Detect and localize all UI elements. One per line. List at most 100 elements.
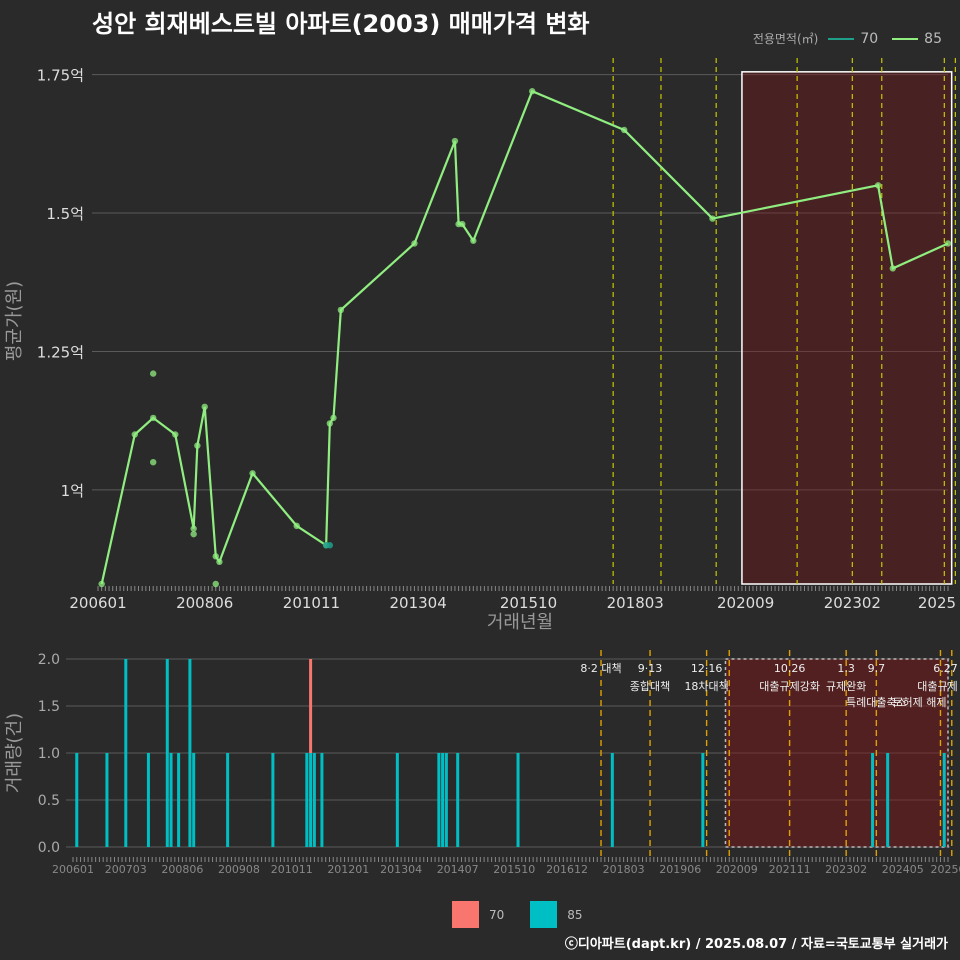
point-85 — [216, 558, 223, 566]
policy-name-label: 특례대출축소 — [846, 696, 907, 709]
bar-x-tick-label: 202405 — [882, 863, 924, 876]
bar-85 — [169, 753, 173, 847]
point-85 — [190, 525, 197, 532]
point-85 — [293, 522, 300, 530]
y-axis-title: 평균가(원) — [4, 281, 25, 361]
point-85 — [874, 182, 882, 189]
y-tick-label: 1억 — [61, 482, 84, 500]
bar-x-tick-label: 201803 — [603, 863, 645, 876]
x-tick-label: 2025 — [918, 594, 956, 612]
bar-x-tick-label: 202111 — [769, 863, 811, 876]
bar-legend: 70 85 — [452, 901, 609, 928]
bar-85 — [146, 753, 150, 847]
x-tick-label: 201510 — [500, 594, 557, 612]
bar-y-tick-label: 0.5 — [38, 793, 60, 809]
bar-x-tick-label: 201407 — [437, 863, 479, 876]
bar-85 — [701, 753, 705, 847]
point-85 — [149, 414, 157, 422]
series-85-line — [100, 89, 949, 585]
legend-swatch-70 — [828, 37, 855, 40]
bar-legend-label-70: 70 — [489, 907, 505, 922]
bar-85 — [165, 659, 169, 847]
bar-legend-box-85 — [530, 901, 558, 928]
point-85 — [212, 580, 219, 588]
point-85 — [326, 420, 334, 427]
bar-x-tick-label: 201612 — [546, 863, 588, 876]
bar-x-tick-label: 200908 — [218, 863, 260, 876]
line-legend: 전용면적(㎡) 70 85 — [753, 30, 950, 47]
policy-date-label: 12·16 — [691, 662, 723, 675]
bar-x-tick-label: 200806 — [161, 863, 203, 876]
point-70 — [326, 542, 334, 549]
point-85 — [172, 431, 179, 438]
point-85 — [944, 240, 952, 247]
x-axis-title: 거래년월 — [487, 612, 553, 633]
bar-85 — [871, 753, 875, 847]
bar-y-tick-label: 0.0 — [38, 840, 60, 856]
bar-x-tick-label: 201906 — [659, 863, 701, 876]
x-tick-label: 200601 — [69, 594, 126, 612]
bar-legend-label-85: 85 — [567, 907, 583, 922]
point-85 — [451, 137, 459, 145]
legend-label-70: 70 — [860, 30, 879, 47]
point-85 — [194, 442, 201, 449]
legend-label-85: 85 — [924, 30, 942, 47]
point-85 — [149, 458, 157, 466]
bar-legend-box-70 — [452, 901, 479, 928]
bar-x-tick-label: 201201 — [327, 863, 369, 876]
policy-date-label: 6.27 — [933, 662, 958, 675]
policy-date-label: 10.26 — [774, 662, 806, 675]
bar-85 — [305, 753, 309, 847]
point-85 — [528, 88, 536, 95]
point-85 — [201, 403, 208, 411]
point-85 — [709, 215, 716, 222]
bar-85 — [309, 753, 313, 847]
x-tick-label: 200806 — [176, 594, 233, 612]
policy-name-label: 종합대책 — [630, 680, 670, 693]
policy-date-label: 1.3 — [837, 662, 855, 675]
x-tick-label: 201803 — [607, 594, 664, 612]
bar-85 — [105, 753, 109, 847]
point-85 — [889, 265, 897, 272]
y-tick-label: 1.5억 — [46, 205, 84, 223]
bar-85 — [188, 659, 192, 847]
policy-name-label: 규제완화 — [826, 680, 866, 693]
point-85 — [337, 306, 345, 314]
bar-x-tick-label: 201304 — [380, 863, 422, 876]
bar-x-tick-label: 202009 — [716, 863, 758, 876]
bar-85 — [437, 753, 441, 847]
bar-85 — [886, 753, 890, 847]
bar-85 — [320, 753, 324, 847]
bar-85 — [942, 753, 946, 847]
point-85 — [190, 530, 197, 538]
point-85 — [470, 237, 477, 244]
x-tick-label: 202302 — [824, 594, 881, 612]
policy-name-label: 대출규제강화 — [759, 680, 820, 693]
bar-70 — [309, 659, 313, 753]
legend-swatch-85 — [892, 37, 919, 40]
bar-85 — [456, 753, 460, 847]
bar-85 — [192, 753, 196, 847]
highlight-period-box — [741, 71, 953, 585]
bar-y-axis-title: 거래량(건) — [4, 713, 25, 793]
bar-x-tick-label: 200601 — [52, 863, 94, 876]
bar-y-tick-label: 1.0 — [38, 746, 60, 762]
price-and-volume-chart: 1억 1.25억 1.5억 1.75억 200601 200806 201011 201304… — [4, 58, 960, 876]
x-tick-label: 201304 — [389, 594, 446, 612]
point-85 — [411, 240, 418, 247]
policy-date-label: 9.7 — [868, 662, 886, 675]
footer-credit: ⓒ디아파트(dapt.kr) / 2025.08.07 / 자료=국토교통부 실… — [564, 937, 948, 952]
policy-date-label: 9·13 — [638, 662, 663, 675]
chart-title: 성안 희재베스트빌 아파트(2003) 매매가격 변화 — [92, 10, 590, 38]
point-85 — [620, 126, 628, 134]
bar-85 — [226, 753, 230, 847]
point-85 — [149, 370, 157, 377]
bar-85 — [516, 753, 520, 847]
point-85 — [249, 470, 256, 477]
bar-85 — [124, 659, 128, 847]
bar-85 — [312, 753, 316, 847]
bar-x-tick-label: 201011 — [271, 863, 313, 876]
bar-85 — [441, 753, 445, 847]
bar-y-tick-label: 2.0 — [38, 652, 60, 668]
bar-y-tick-label: 1.5 — [38, 699, 60, 715]
